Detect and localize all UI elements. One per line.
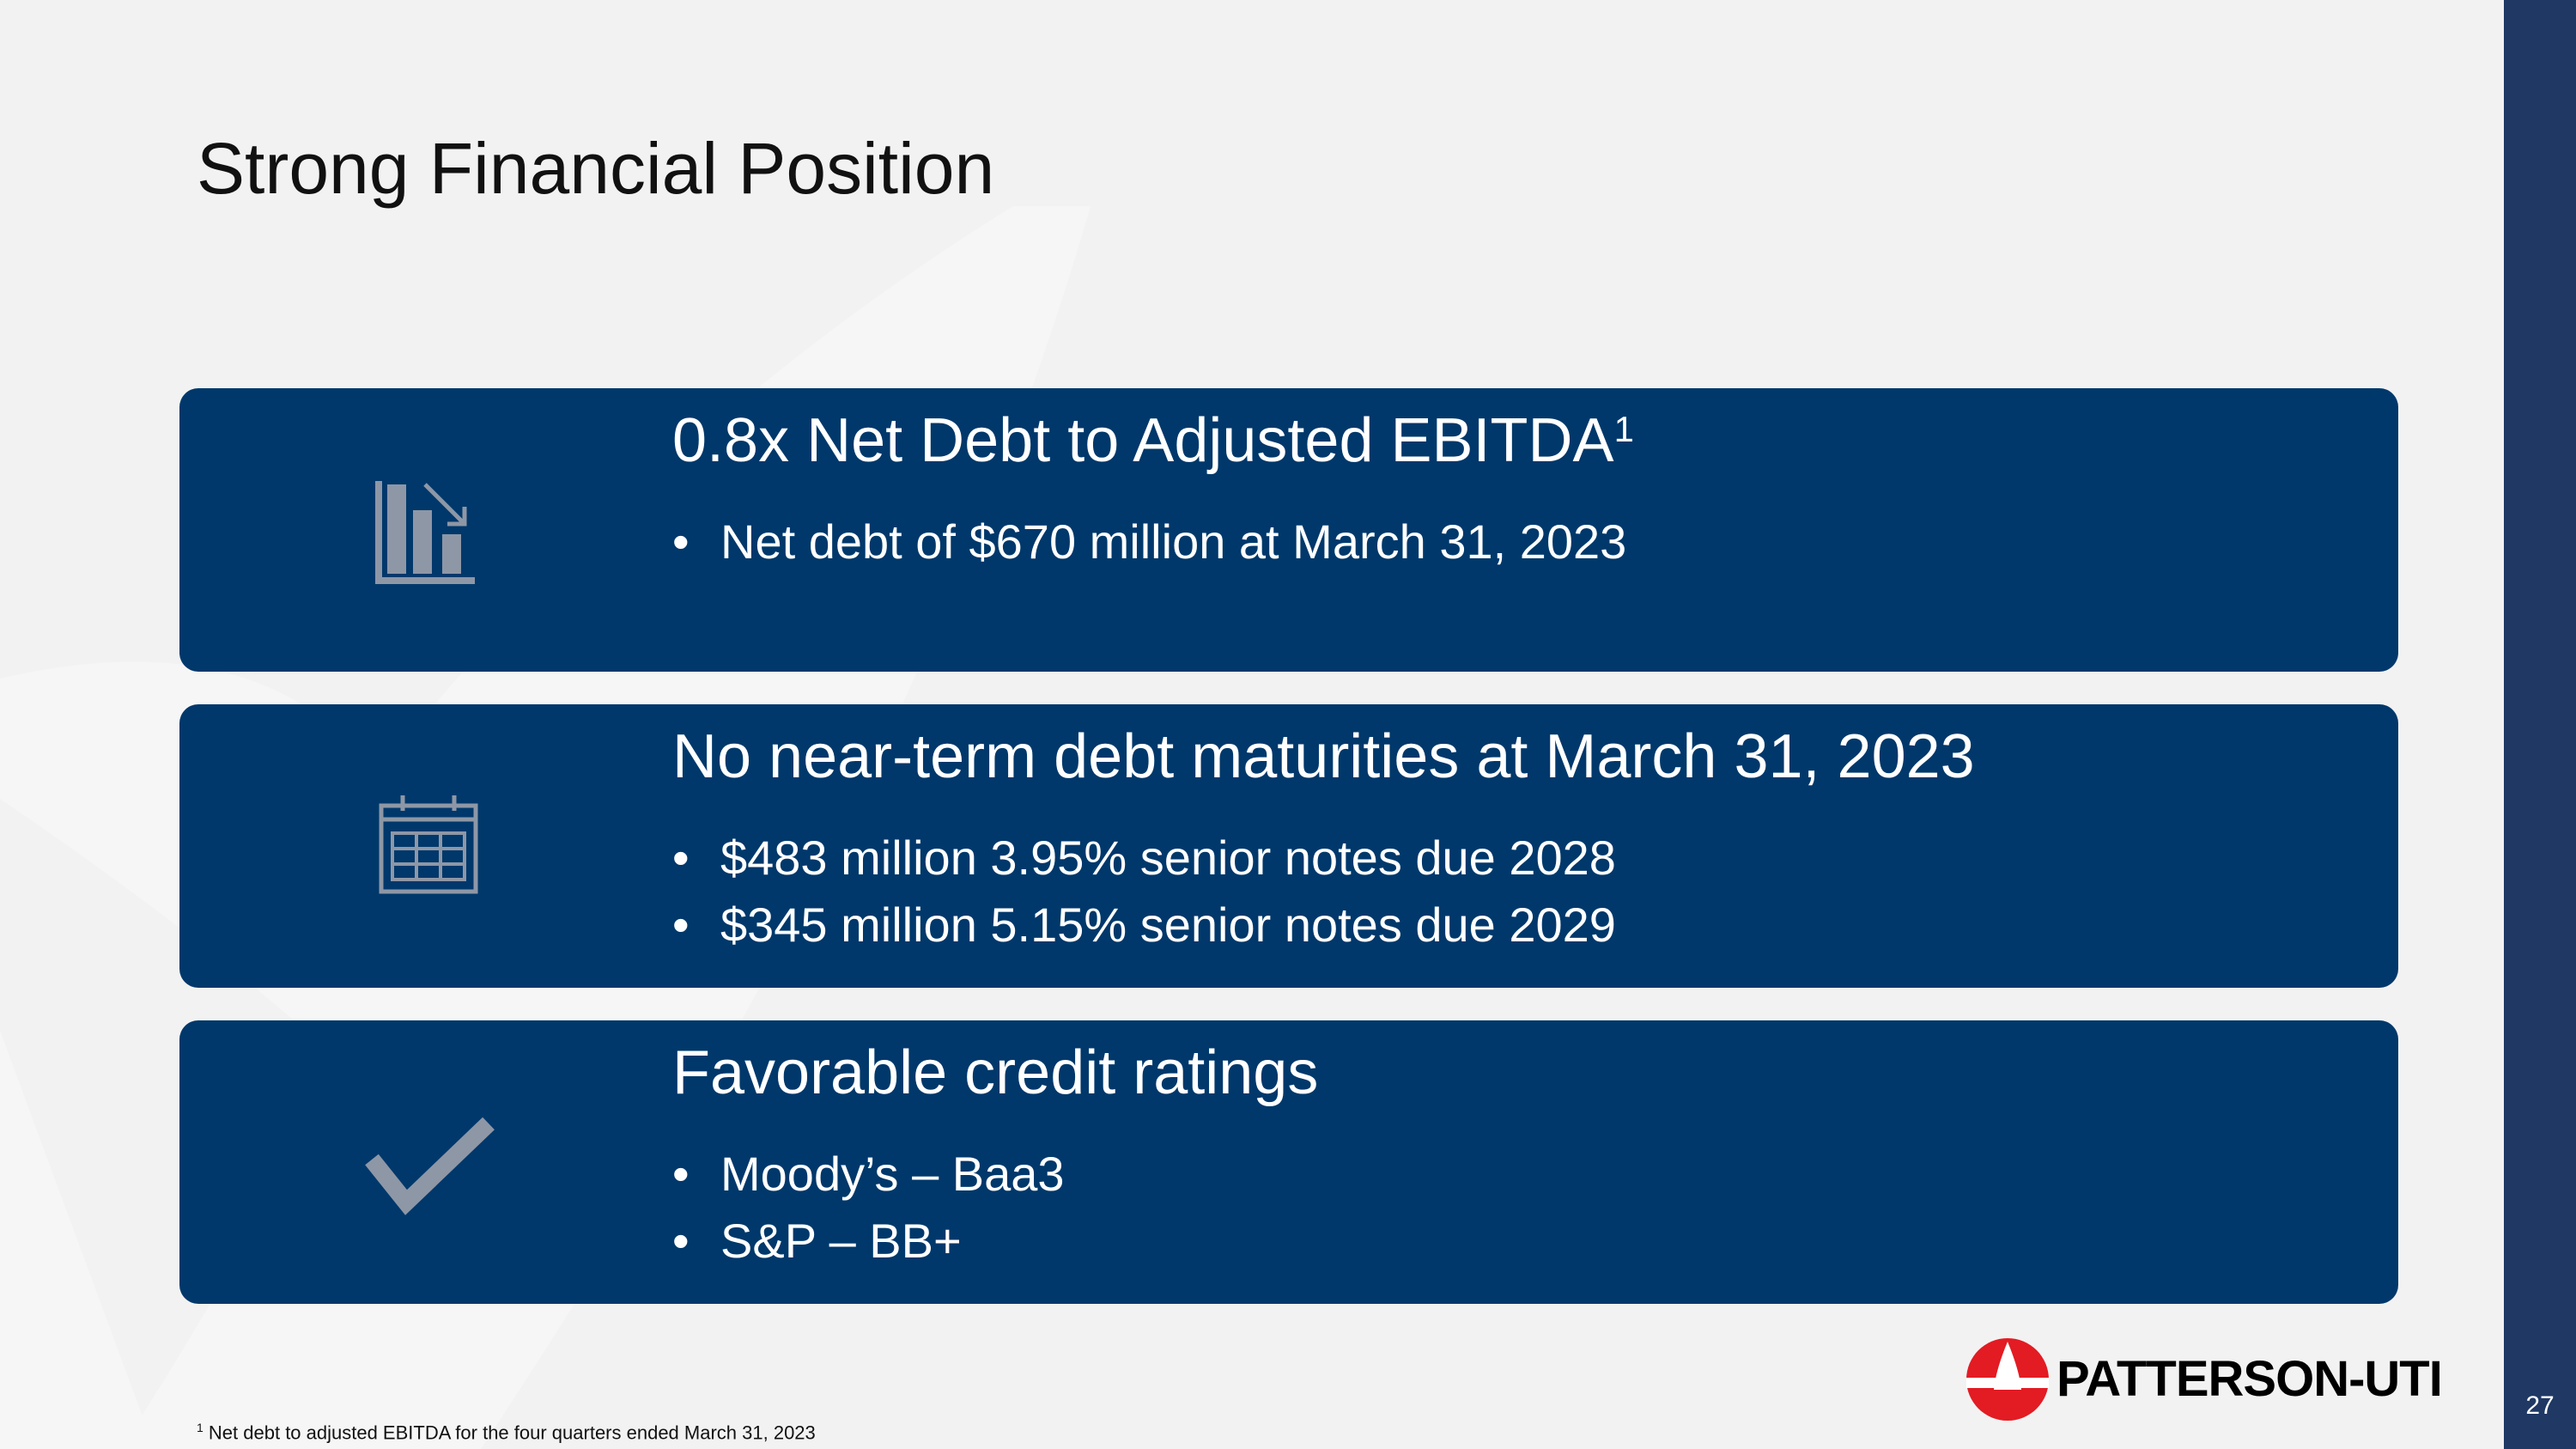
card-net-debt: 0.8x Net Debt to Adjusted EBITDA1 Net de… [179,388,2398,672]
chart-decline-icon [375,481,478,586]
bullet-item: $483 million 3.95% senior notes due 2028 [672,825,1616,892]
bullet-list: $483 million 3.95% senior notes due 2028… [672,825,1616,959]
logo-text: PATTERSON-UTI [2057,1351,2443,1407]
bullet-item: $345 million 5.15% senior notes due 2029 [672,892,1616,959]
patterson-uti-logo-icon [1966,1338,2049,1421]
footnote-marker: 1 [1613,409,1634,449]
card-title: Favorable credit ratings [672,1038,1319,1107]
footnote: 1 Net debt to adjusted EBITDA for the fo… [197,1421,816,1444]
page-number: 27 [2525,1391,2555,1420]
bullet-item: S&P – BB+ [672,1208,1065,1275]
bullet-list: Moody’s – Baa3 S&P – BB+ [672,1141,1065,1275]
bullet-item: Net debt of $670 million at March 31, 20… [672,508,1626,575]
card-credit-ratings: Favorable credit ratings Moody’s – Baa3 … [179,1020,2398,1304]
bullet-item: Moody’s – Baa3 [672,1141,1065,1208]
checkmark-icon [363,1117,497,1220]
bullet-list: Net debt of $670 million at March 31, 20… [672,508,1626,575]
card-title: No near-term debt maturities at March 31… [672,722,1975,791]
card-title: 0.8x Net Debt to Adjusted EBITDA1 [672,406,1634,475]
slide-title: Strong Financial Position [197,128,995,209]
calendar-icon [379,795,478,895]
footnote-marker: 1 [197,1421,204,1434]
right-sidebar-bar [2504,0,2576,1449]
card-debt-maturities: No near-term debt maturities at March 31… [179,704,2398,988]
